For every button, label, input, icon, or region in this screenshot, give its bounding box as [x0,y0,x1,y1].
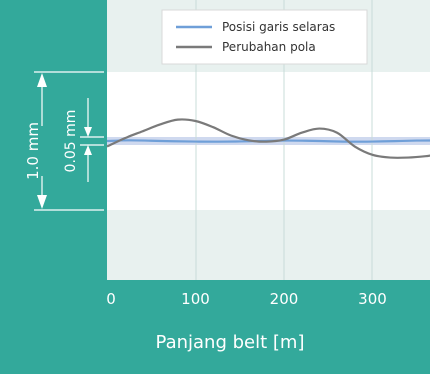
x-tick-label: 200 [270,290,299,308]
dim-inner-label: 0.05 mm [63,110,79,173]
legend-label-perubahan: Perubahan pola [222,40,316,54]
legend: Posisi garis selaras Perubahan pola [161,9,368,65]
dim-outer-arrow-down [37,195,47,209]
x-tick-label: 100 [181,290,210,308]
legend-box [161,9,368,65]
legend-label-posisi: Posisi garis selaras [222,20,335,34]
series-line-perubahan-pola [106,118,430,159]
series-layer [106,118,430,159]
x-tick-label: 300 [358,290,387,308]
dim-outer-arrow-up [37,73,47,87]
x-tick-label: 0 [106,290,116,308]
x-tick-labels: 0 100 200 300 [106,290,387,308]
x-axis-label: Panjang belt [m] [156,332,305,353]
dimension-outer: 1.0 mm [24,71,104,211]
dim-outer-label: 1.0 mm [24,122,42,180]
band-bottom [107,210,430,280]
dimension-inner: 0.05 mm [63,98,104,182]
dim-inner-arrow-up [84,145,92,155]
dim-inner-arrow-down [84,127,92,137]
